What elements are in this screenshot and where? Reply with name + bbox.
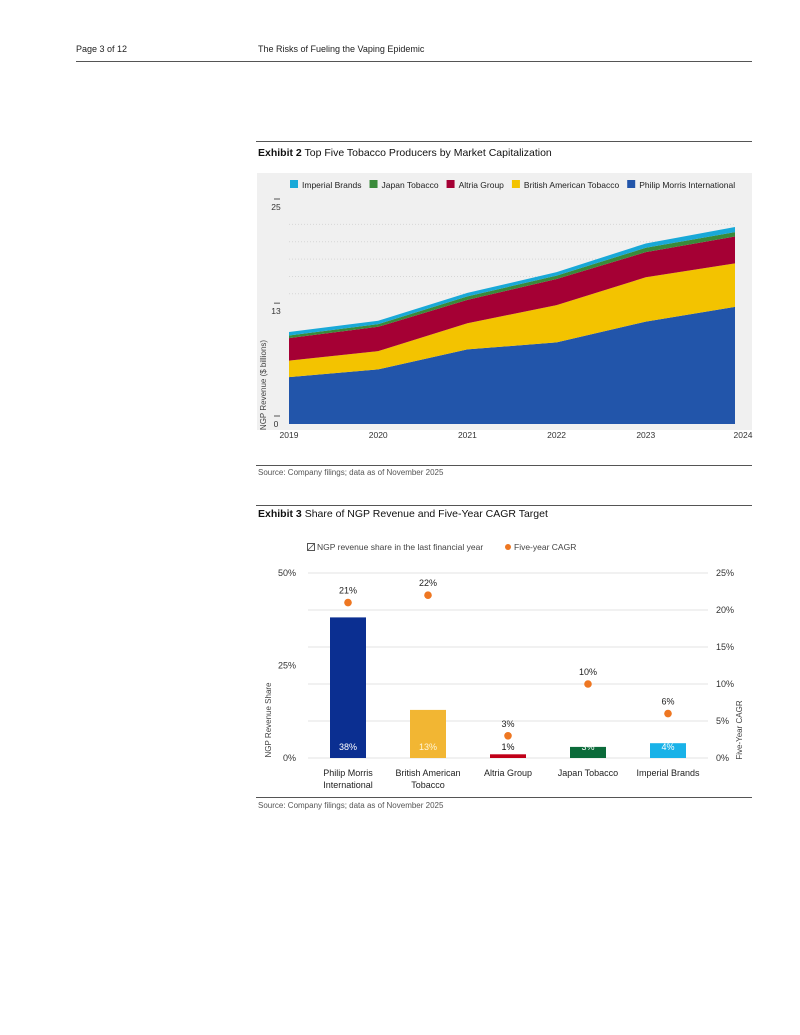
exhibit3-bottom-rule [256,797,752,798]
chart2-ytick-left: 25% [278,661,296,671]
chart2-bar-label: 1% [501,742,514,752]
chart1-legend-swatch-japan-tobacco [369,180,378,188]
chart2-category-label: Japan Tobacco [558,768,618,778]
chart1-area-japan-tobacco [289,232,735,339]
chart1-ytick-label: 0 [274,419,279,429]
chart1-xtick-label: 2022 [547,430,566,440]
chart1-legend-label-japan-tobacco: Japan Tobacco [382,180,439,190]
exhibit2-top-rule [256,141,752,142]
chart1-area-altria-group [289,236,735,361]
chart2-cagr-label: 10% [579,667,597,677]
chart1-legend-label-altria-group: Altria Group [459,180,505,190]
chart2-legend-swatch-hatch [307,543,315,551]
chart2-ytick-right: 5% [716,716,729,726]
chart1-legend-label-philip-morris-international: Philip Morris International [639,180,735,190]
chart1-ytick-label: 25 [271,202,281,212]
chart1-legend-label-imperial-brands: Imperial Brands [302,180,362,190]
chart1-ylabel: NGP Revenue ($ billions) [259,340,268,430]
exhibit2-title: Exhibit 2 Top Five Tobacco Producers by … [258,147,552,159]
chart1-area-british-american-tobacco [289,263,735,378]
exhibit2-bottom-rule [256,465,752,466]
chart2-ylabel-right: Five-Year CAGR [735,700,744,760]
chart2-cagr-dot [584,680,592,688]
chart2-bar-label: 38% [339,742,357,752]
page-number: Page 3 of 12 [76,44,128,54]
chart1-xtick-label: 2023 [636,430,655,440]
chart2-ytick-right: 15% [716,642,734,652]
chart2-ytick-left: 0% [283,753,296,763]
exhibit3-top-rule [256,505,752,506]
chart2-ytick-right: 25% [716,568,734,578]
document-title: The Risks of Fueling the Vaping Epidemic [258,44,425,54]
chart2-cagr-label: 6% [661,697,674,707]
chart2-ytick-right: 20% [716,605,734,615]
chart2-bar-british-american-tobacco [410,709,446,758]
chart1-area-philip-morris-international [289,306,735,424]
chart1-area-imperial-brands [289,226,735,336]
exhibit3-source: Source: Company filings; data as of Nove… [258,801,444,810]
chart2-ylabel-left: NGP Revenue Share [264,682,273,758]
exhibit3-title-text: Share of NGP Revenue and Five-Year CAGR … [304,508,548,520]
chart1-legend-label-british-american-tobacco: British American Tobacco [524,180,620,190]
chart2-bar-imperial-brands [650,743,686,758]
exhibit3-title: Exhibit 3 Share of NGP Revenue and Five-… [258,508,548,520]
chart1-legend-swatch-british-american-tobacco [511,180,520,188]
chart1-legend-swatch-philip-morris-international [627,180,636,188]
chart1-xtick-label: 2019 [280,430,299,440]
chart2-cagr-dot [344,598,352,607]
page-header: Page 3 of 12 The Risks of Fueling the Va… [76,44,752,62]
chart2-cagr-dot [664,709,672,718]
chart1-xtick-label: 2021 [458,430,477,440]
chart2-legend-label-bar: NGP revenue share in the last financial … [317,542,483,552]
chart2-bar-philip-morris-international [330,617,366,758]
exhibit2-title-text: Top Five Tobacco Producers by Market Cap… [304,147,552,159]
chart2-category-label: International [323,780,373,790]
chart1-xtick-label: 2024 [734,430,753,440]
chart2-bar-label: 4% [661,742,674,752]
chart2-ytick-left: 50% [278,568,296,578]
chart2-cagr-dot [504,732,512,740]
chart2-category-label: Tobacco [411,780,445,790]
exhibit3-label: Exhibit 3 [258,508,302,520]
chart2-bar-altria-group [490,754,526,758]
chart1-legend-swatch-altria-group [446,180,455,188]
chart2-category-label: Imperial Brands [636,768,700,778]
chart2-cagr-label: 21% [339,586,357,596]
chart2-cagr-label: 3% [501,719,514,729]
chart2-cagr-label: 22% [419,578,437,588]
chart2-category-label: Philip Morris [323,768,373,778]
chart1-ytick-label: 13 [271,306,281,316]
exhibit2-source: Source: Company filings; data as of Nove… [258,468,444,477]
header-divider [76,61,752,62]
chart1-legend-swatch-imperial-brands [290,180,298,188]
chart1-xtick-label: 2020 [369,430,388,440]
chart2-legend-swatch-dot [505,544,511,550]
chart2-bar-japan-tobacco [570,746,606,758]
chart2-bar-label: 13% [419,742,437,752]
exhibit2-label: Exhibit 2 [258,147,302,159]
chart2-category-label: British American [395,768,460,778]
chart2-legend-label-dot: Five-year CAGR [514,542,576,552]
chart2-category-label: Altria Group [484,768,532,778]
chart2-bar-label: 3% [581,742,594,752]
chart2-ytick-right: 0% [716,753,729,763]
chart2-cagr-dot [424,591,432,599]
chart2-ytick-right: 10% [716,679,734,689]
